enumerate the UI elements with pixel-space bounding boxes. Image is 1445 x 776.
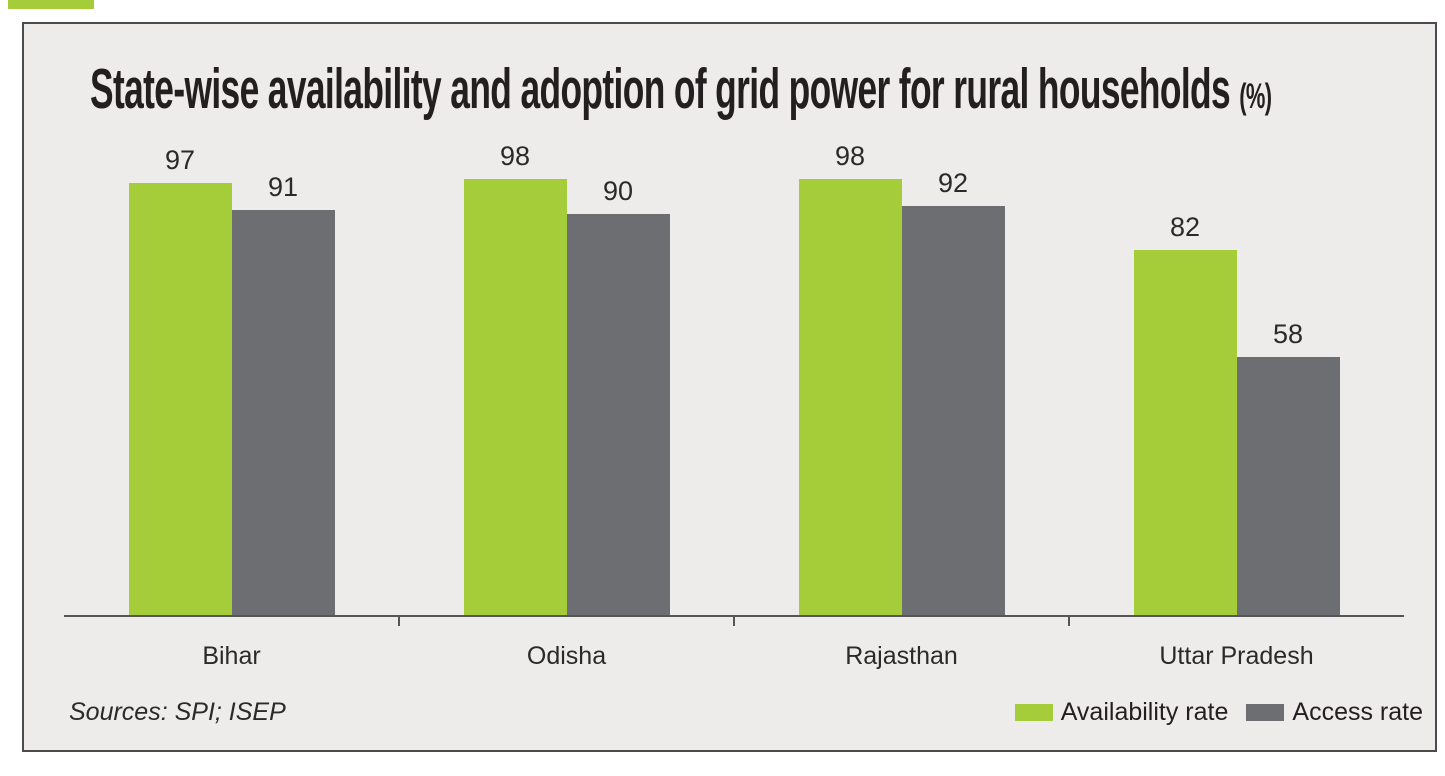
source-note: Sources: SPI; ISEP (69, 697, 286, 726)
category-labels: Bihar Odisha Rajasthan Uttar Pradesh (64, 642, 1404, 671)
bar-group-odisha: 98 90 (399, 141, 734, 615)
page-corner-accent-mark (8, 0, 94, 9)
bar-access-rate-uttar-pradesh (1236, 357, 1340, 615)
legend-swatch-access-rate (1246, 703, 1285, 721)
legend-label-access-rate: Access rate (1292, 697, 1423, 726)
x-axis-tick (398, 617, 400, 626)
bar-wrap-access-rate-odisha: 90 (566, 176, 670, 615)
bar-access-rate-odisha (566, 214, 670, 615)
legend-swatch-availability-rate (1014, 703, 1053, 721)
bar-wrap-availability-rate-rajasthan: 98 (798, 141, 902, 615)
legend-label-availability-rate: Availability rate (1060, 697, 1229, 726)
bar-availability-rate-odisha (463, 179, 567, 615)
bar-wrap-access-rate-uttar-pradesh: 58 (1236, 319, 1340, 615)
category-label-bihar: Bihar (202, 642, 261, 670)
chart-title: State-wise availability and adoption of … (90, 57, 1272, 121)
chart-footer: Sources: SPI; ISEP Availability rate Acce… (69, 696, 1423, 728)
bar-value-label-access-rate-rajasthan: 92 (937, 168, 969, 198)
category-label-odisha: Odisha (526, 642, 607, 670)
legend-item-access-rate: Access rate (1246, 698, 1423, 727)
bar-access-rate-bihar (231, 210, 335, 615)
bar-group-bihar: 97 91 (64, 145, 399, 615)
bar-wrap-availability-rate-bihar: 97 (128, 145, 232, 615)
bar-value-label-access-rate-uttar-pradesh: 58 (1272, 319, 1304, 349)
legend: Availability rate Access rate (1014, 697, 1423, 727)
legend-item-availability-rate: Availability rate (1014, 697, 1229, 727)
bar-value-label-access-rate-bihar: 91 (267, 172, 299, 202)
x-axis-tick (733, 617, 735, 626)
chart-figure: State-wise availability and adoption of … (22, 22, 1437, 752)
x-axis-tick (1068, 617, 1070, 626)
plot-area: 97 91 98 90 98 92 82 58 (64, 141, 1404, 615)
category-label-rajasthan: Rajasthan (845, 642, 958, 670)
bar-availability-rate-rajasthan (798, 179, 902, 615)
bar-value-label-availability-rate-odisha: 98 (499, 141, 531, 171)
bar-wrap-access-rate-bihar: 91 (231, 172, 335, 615)
bar-value-label-availability-rate-uttar-pradesh: 82 (1169, 212, 1201, 242)
bar-value-label-availability-rate-bihar: 97 (164, 145, 196, 175)
bar-wrap-availability-rate-uttar-pradesh: 82 (1133, 212, 1237, 615)
bar-availability-rate-uttar-pradesh (1133, 250, 1237, 615)
bar-availability-rate-bihar (128, 183, 232, 615)
bar-wrap-availability-rate-odisha: 98 (463, 141, 567, 615)
bar-group-uttar-pradesh: 82 58 (1069, 170, 1404, 615)
category-label-uttar-pradesh: Uttar Pradesh (1159, 642, 1314, 670)
bar-value-label-availability-rate-rajasthan: 98 (834, 141, 866, 171)
chart-title-text: State-wise availability and adoption of … (90, 57, 1231, 121)
bar-value-label-access-rate-odisha: 90 (602, 176, 634, 206)
bar-wrap-access-rate-rajasthan: 92 (901, 168, 1005, 615)
x-axis-line (64, 615, 1404, 626)
chart-title-unit-suffix: (%) (1239, 77, 1272, 116)
bar-access-rate-rajasthan (901, 206, 1005, 615)
bar-group-rajasthan: 98 92 (734, 141, 1069, 615)
